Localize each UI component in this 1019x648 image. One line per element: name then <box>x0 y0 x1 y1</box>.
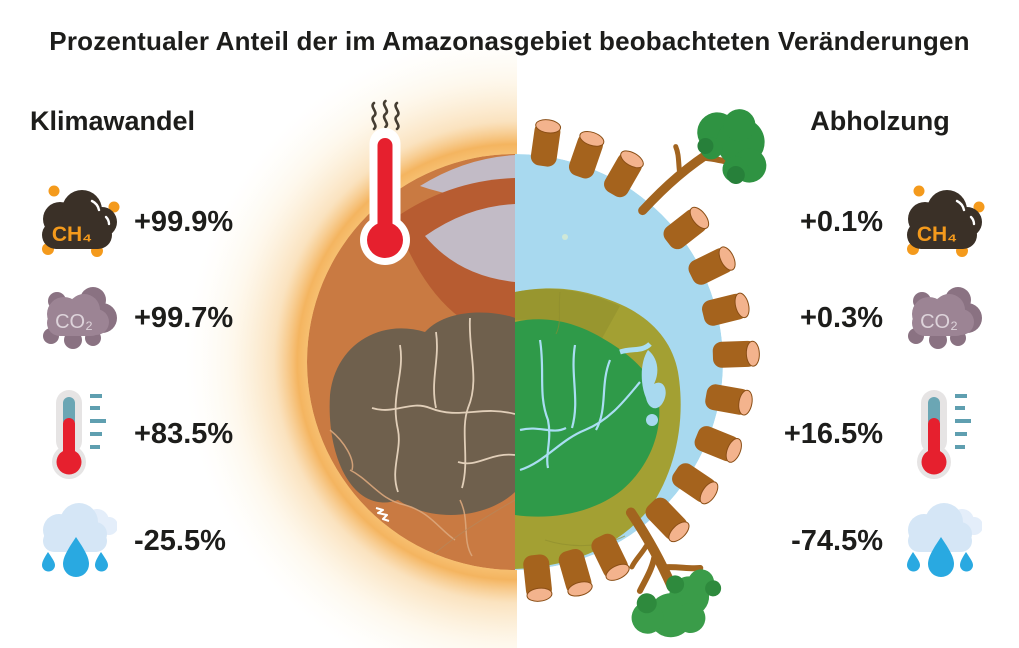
metric-value: +99.7% <box>134 301 234 334</box>
rain-cloud-icon <box>42 503 117 577</box>
metric-row-climate-rainfall: -25.5% <box>28 497 226 585</box>
metric-value: -74.5% <box>791 524 883 557</box>
right-column-header: Abholzung <box>810 106 950 136</box>
standing-tree-icon <box>638 109 767 216</box>
metric-value: -25.5% <box>134 524 226 557</box>
metric-value: +0.3% <box>799 301 883 334</box>
thermometer-icon <box>50 388 108 480</box>
metric-value: +99.9% <box>134 205 234 238</box>
metric-row-deforestation-co2: +0.3% <box>771 274 989 362</box>
metric-row-climate-temperature: +83.5% <box>28 388 234 480</box>
globe-right-half <box>515 154 723 570</box>
metric-row-climate-co2: +99.7% <box>28 274 233 362</box>
co2-cloud-icon <box>43 287 117 349</box>
metric-value: +16.5% <box>783 417 883 450</box>
left-column-header: Klimawandel <box>30 106 196 136</box>
metric-row-climate-methane: +99.9% <box>28 178 233 266</box>
metric-row-deforestation-rainfall: -74.5% <box>771 497 989 585</box>
metric-value: +83.5% <box>134 417 234 450</box>
metric-value: +0.1% <box>799 205 883 238</box>
co2-cloud-icon <box>908 287 982 349</box>
globe-left-half <box>307 154 515 570</box>
metric-row-deforestation-temperature: +16.5% <box>771 388 989 480</box>
methane-cloud-icon <box>905 184 985 259</box>
page-title: Prozentualer Anteil der im Amazonasgebie… <box>49 26 970 56</box>
fallen-tree-icon <box>625 507 722 638</box>
heat-thermometer-icon <box>360 99 410 265</box>
thermometer-icon <box>915 388 973 480</box>
methane-cloud-icon <box>40 184 120 259</box>
metric-row-deforestation-methane: +0.1% <box>771 178 989 266</box>
rain-cloud-icon <box>907 503 982 577</box>
